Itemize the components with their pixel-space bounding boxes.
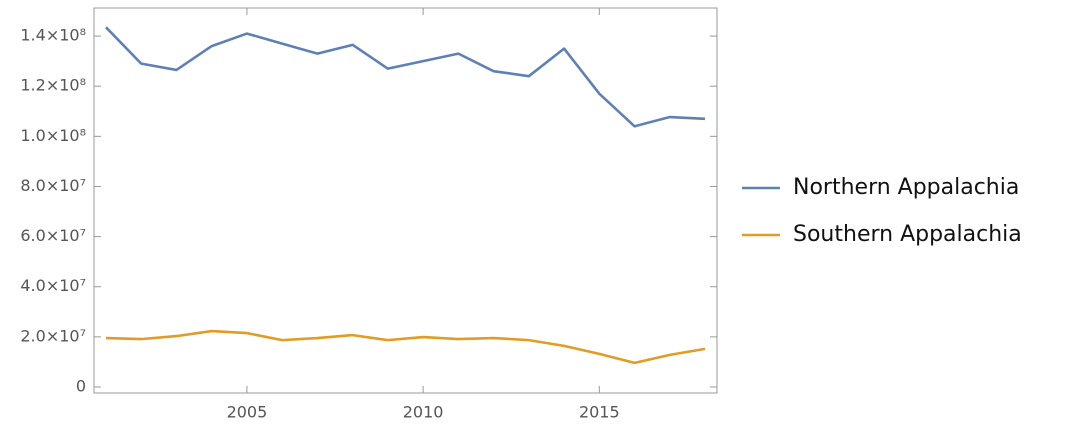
x-tick-label: 2015 — [579, 403, 620, 422]
legend-label: Northern Appalachia — [793, 175, 1019, 200]
y-tick-label: 6.0×10⁷ — [20, 226, 86, 245]
series-line — [105, 329, 706, 365]
y-tick-label: 8.0×10⁷ — [20, 176, 86, 195]
y-tick-label: 1.0×10⁸ — [20, 126, 86, 145]
x-tick-label: 2005 — [227, 403, 268, 422]
plot-frame — [93, 7, 718, 394]
legend-label: Southern Appalachia — [793, 222, 1022, 247]
y-tick-label: 0 — [76, 376, 86, 395]
y-tick-label: 1.4×10⁸ — [20, 26, 86, 45]
x-tick-label: 2010 — [403, 403, 444, 422]
series-line — [105, 26, 706, 128]
y-tick-label: 1.2×10⁸ — [20, 76, 86, 95]
y-tick-label: 2.0×10⁷ — [20, 326, 86, 345]
y-tick-label: 4.0×10⁷ — [20, 276, 86, 295]
